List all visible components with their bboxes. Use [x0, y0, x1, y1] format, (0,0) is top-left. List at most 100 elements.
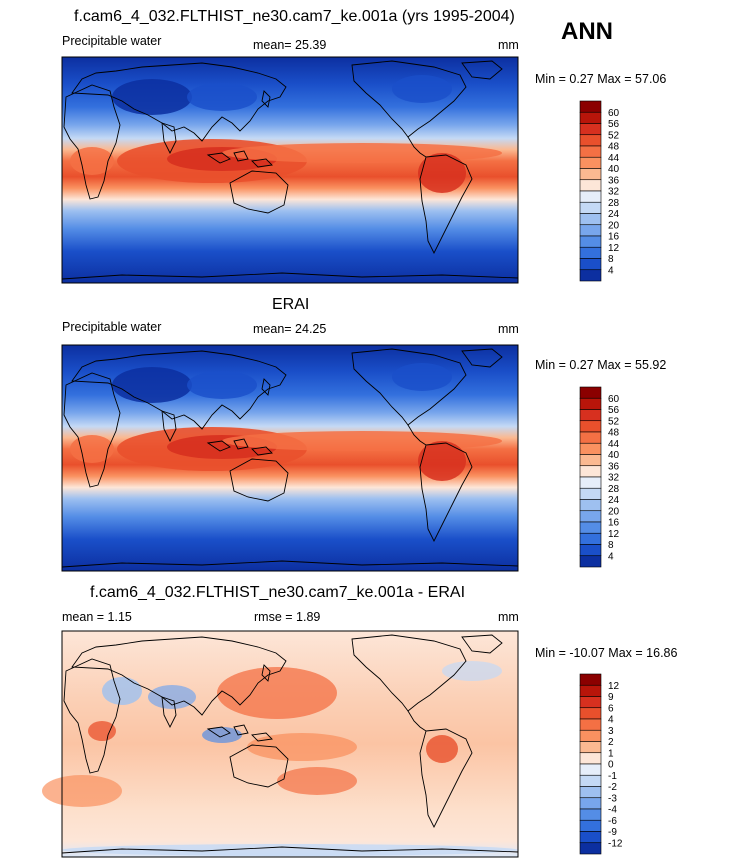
colorbar-1-tick-label: 20: [608, 220, 620, 231]
colorbar-1-tick-label: 8: [608, 254, 614, 265]
colorbar-3-box: [579, 741, 602, 754]
colorbar-3-box: [579, 684, 602, 697]
colorbar-1-box: [579, 213, 602, 226]
colorbar-3-tick-label: 6: [608, 703, 614, 714]
colorbar-3-box: [579, 729, 602, 742]
colorbar-3-box: [579, 808, 602, 821]
colorbar-1-tick-label: 36: [608, 175, 620, 186]
colorbar-2-tick-label: 60: [608, 394, 620, 405]
colorbar-3-box: [579, 797, 602, 810]
colorbar-2-box: [579, 555, 602, 568]
colorbar-2-tick-label: 24: [608, 495, 620, 506]
colorbar-2-tick-label: 48: [608, 428, 620, 439]
panel-3-mean-label: mean = 1.15: [62, 610, 132, 624]
colorbar-1-box: [579, 145, 602, 158]
colorbar-2-box: [579, 420, 602, 433]
colorbar-3-box: [579, 673, 602, 686]
colorbar-1-box: [579, 134, 602, 147]
colorbar-2-box: [579, 397, 602, 410]
colorbar-2-box: [579, 442, 602, 455]
colorbar-1-tick-label: 28: [608, 198, 620, 209]
panel-3-rmse-label: rmse = 1.89: [254, 610, 321, 624]
colorbar-2-tick-label: 8: [608, 540, 614, 551]
panel-3-title: f.cam6_4_032.FLTHIST_ne30.cam7_ke.001a -…: [90, 584, 466, 601]
colorbar-1-box: [579, 246, 602, 259]
colorbar-1-tick-label: 32: [608, 187, 620, 198]
colorbar-1-tick-label: 16: [608, 232, 620, 243]
colorbar-1-box: [579, 123, 602, 136]
colorbar-3-box: [579, 707, 602, 720]
colorbar-3-box: [579, 831, 602, 844]
colorbar-3-box: [579, 696, 602, 709]
colorbar-3-tick-label: 2: [608, 737, 614, 748]
colorbar-2-box: [579, 487, 602, 500]
panel-2-units: mm: [498, 322, 519, 336]
colorbar-2-tick-label: 20: [608, 506, 620, 517]
panel-1-mean-label: mean= 25.39: [253, 38, 327, 52]
colorbar-2-box: [579, 454, 602, 467]
colorbar-1-tick-label: 24: [608, 209, 620, 220]
colorbar-1-tick-label: 12: [608, 243, 620, 254]
colorbar-3-tick-label: -1: [608, 771, 617, 782]
panel-2-title: ERAI: [272, 296, 310, 313]
colorbar-2-tick-label: 16: [608, 518, 620, 529]
colorbar-3-box: [579, 763, 602, 776]
colorbar-3-box: [579, 786, 602, 799]
panel-1-map: [61, 56, 519, 284]
colorbar-2-tick-label: 56: [608, 405, 620, 416]
colorbar-3-box: [579, 718, 602, 731]
colorbar-1-box: [579, 269, 602, 282]
panel-2-minmax: Min = 0.27 Max = 55.92: [535, 358, 667, 372]
colorbar-3-tick-label: 12: [608, 681, 620, 692]
colorbar-1-box: [579, 168, 602, 181]
colorbar-1-tick-label: 56: [608, 119, 620, 130]
colorbar-2-box: [579, 409, 602, 422]
colorbar-3-box: [579, 752, 602, 765]
colorbar-2-tick-label: 4: [608, 551, 614, 562]
colorbar-2-box: [579, 386, 602, 399]
colorbar-3-box: [579, 842, 602, 855]
colorbar-2-box: [579, 544, 602, 557]
colorbar-3-tick-label: 0: [608, 760, 614, 771]
panel-3-units: mm: [498, 610, 519, 624]
panel-1-units: mm: [498, 38, 519, 52]
colorbar-1-box: [579, 111, 602, 124]
colorbar-1-tick-label: 48: [608, 142, 620, 153]
colorbar-3-tick-label: 1: [608, 748, 614, 759]
colorbar-1-tick-label: 60: [608, 108, 620, 119]
colorbar-3-tick-label: 3: [608, 726, 614, 737]
colorbar-3-tick-label: -9: [608, 827, 617, 838]
colorbar-1-box: [579, 224, 602, 237]
colorbar-1-tick-label: 40: [608, 164, 620, 175]
colorbar-2-tick-label: 12: [608, 529, 620, 540]
colorbar-2-box: [579, 499, 602, 512]
colorbar-1-tick-label: 52: [608, 130, 620, 141]
colorbar-1-box: [579, 156, 602, 169]
colorbar-3-tick-label: -2: [608, 782, 617, 793]
colorbar-3-tick-label: 4: [608, 715, 614, 726]
colorbar-3-tick-label: -6: [608, 816, 617, 827]
panel-1-minmax: Min = 0.27 Max = 57.06: [535, 72, 667, 86]
colorbar-1-box: [579, 179, 602, 192]
colorbar-2-box: [579, 521, 602, 534]
colorbar-3-tick-label: -12: [608, 838, 623, 849]
colorbar-1-tick-label: 4: [608, 265, 614, 276]
colorbar-2-box: [579, 431, 602, 444]
colorbar-3-tick-label: 9: [608, 692, 614, 703]
colorbar-2-tick-label: 28: [608, 484, 620, 495]
panel-2-map: [61, 344, 519, 572]
panel-3-map: [42, 630, 519, 858]
panel-2-mean-label: mean= 24.25: [253, 322, 327, 336]
colorbar-2-box: [579, 510, 602, 523]
colorbar-3-box: [579, 819, 602, 832]
panel-1-title: f.cam6_4_032.FLTHIST_ne30.cam7_ke.001a (…: [74, 8, 515, 25]
colorbar-2-tick-label: 44: [608, 439, 620, 450]
colorbar-2-tick-label: 36: [608, 461, 620, 472]
colorbar-1-box: [579, 258, 602, 271]
colorbar-1-box: [579, 201, 602, 214]
colorbar-1-box: [579, 100, 602, 113]
panel-2-variable-label: Precipitable water: [62, 320, 162, 334]
